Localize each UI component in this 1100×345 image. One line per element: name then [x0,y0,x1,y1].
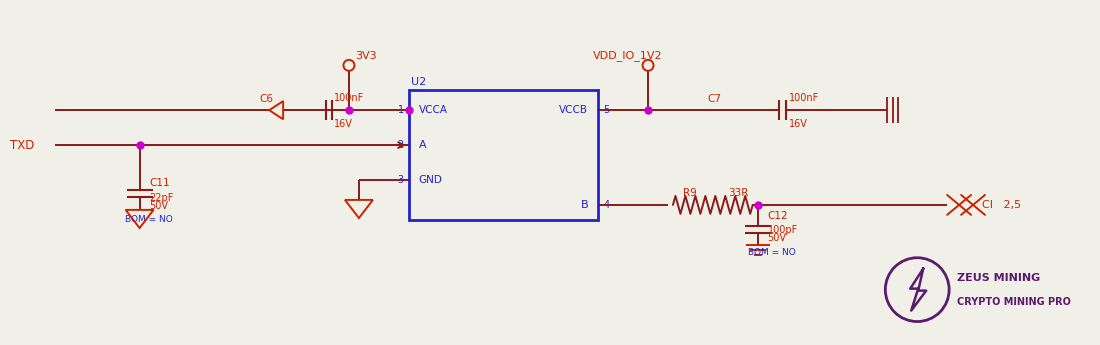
Text: 3: 3 [398,175,404,185]
Text: U2: U2 [410,77,426,87]
Text: B: B [581,200,589,210]
Text: 22pF: 22pF [150,193,174,203]
Text: R9: R9 [683,188,696,198]
Text: C6: C6 [260,94,273,104]
Text: C7: C7 [708,94,722,104]
Text: 16V: 16V [789,119,807,129]
Text: 100nF: 100nF [789,93,818,103]
Bar [409,90,598,220]
Text: BOM = NO: BOM = NO [748,248,795,257]
Text: C11: C11 [150,178,170,188]
Text: VCCB: VCCB [559,105,588,115]
Text: ZEUS MINING: ZEUS MINING [957,273,1041,283]
Text: 5: 5 [603,105,609,115]
Text: VCCA: VCCA [419,105,448,115]
Text: 33R: 33R [728,188,748,198]
Text: 100pF: 100pF [768,225,798,235]
Text: 4: 4 [603,200,609,210]
Text: A: A [419,140,427,150]
Text: 16V: 16V [334,119,353,129]
Text: 1: 1 [398,105,404,115]
Text: C12: C12 [768,211,789,221]
Text: 2: 2 [397,140,404,150]
Text: VDD_IO_1V2: VDD_IO_1V2 [593,50,663,61]
Text: 50V: 50V [150,201,168,211]
Text: 100nF: 100nF [334,93,364,103]
Text: 3V3: 3V3 [355,51,376,61]
Text: BOM = NO: BOM = NO [124,215,173,224]
Text: CI   2,5: CI 2,5 [982,200,1021,210]
Text: TXD: TXD [10,139,34,151]
Text: 50V: 50V [768,233,786,243]
Text: GND: GND [419,175,442,185]
Text: CRYPTO MINING PRO: CRYPTO MINING PRO [957,297,1071,307]
